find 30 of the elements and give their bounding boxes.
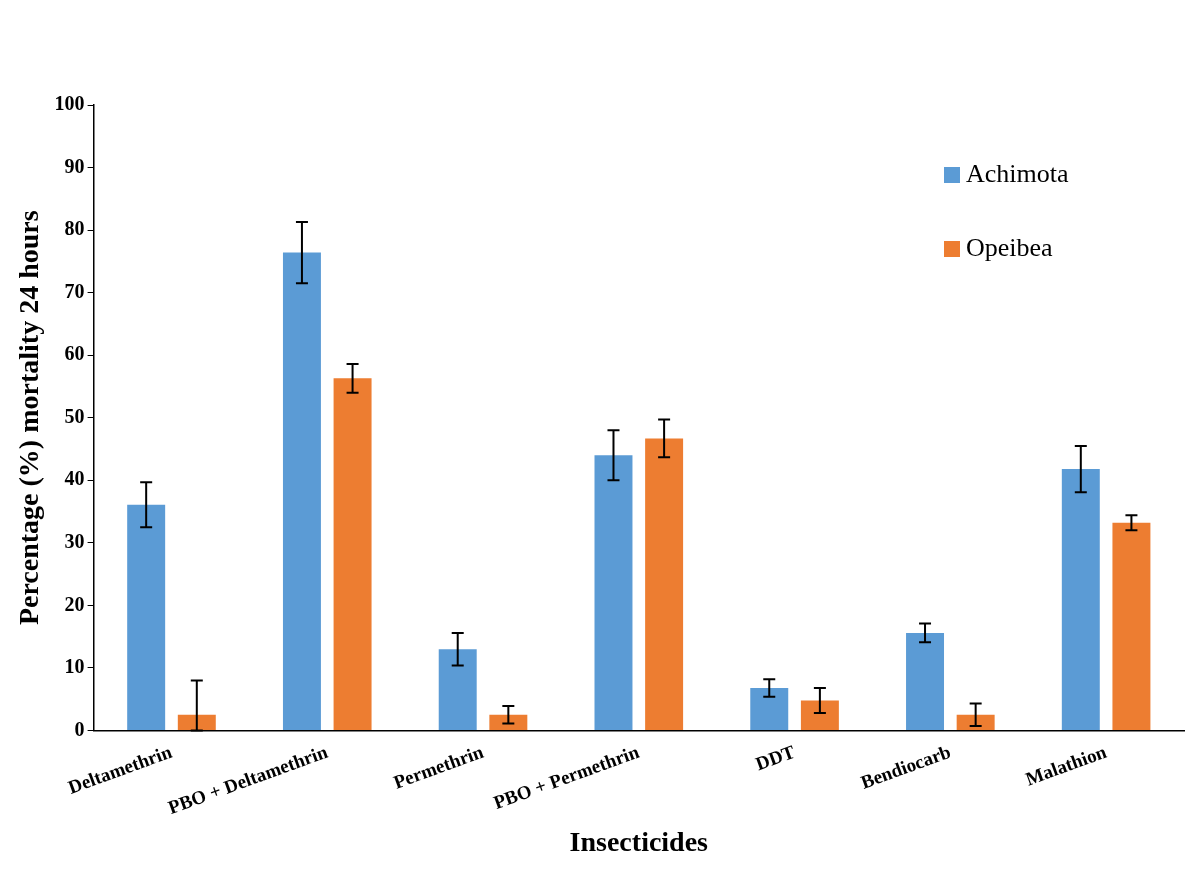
y-tick-label: 100 xyxy=(54,92,85,115)
y-tick-label: 0 xyxy=(74,717,85,740)
y-tick-label: 60 xyxy=(64,342,85,365)
bar xyxy=(594,455,633,730)
y-tick-label: 70 xyxy=(64,279,85,302)
y-tick-label: 20 xyxy=(64,592,85,615)
y-tick-label: 40 xyxy=(64,467,85,490)
y-axis-title: Percentage (%) mortality 24 hours xyxy=(13,210,45,626)
bar xyxy=(800,700,839,730)
x-axis-title: Insecticides xyxy=(569,826,709,858)
bar xyxy=(645,438,684,730)
bar xyxy=(956,714,995,730)
y-tick-label: 30 xyxy=(64,530,85,553)
legend-label: Achimota xyxy=(966,158,1069,188)
y-tick-label: 50 xyxy=(64,404,85,427)
bar xyxy=(489,714,528,730)
bar xyxy=(127,504,166,730)
y-tick-label: 10 xyxy=(64,655,85,678)
x-tick-label: DDT xyxy=(752,740,798,775)
y-tick-label: 80 xyxy=(64,217,85,240)
legend-label: Opeibea xyxy=(966,232,1054,262)
bar xyxy=(333,378,372,730)
bar xyxy=(282,252,321,730)
bar xyxy=(1112,522,1151,730)
bar xyxy=(750,687,789,730)
bar xyxy=(177,714,216,730)
bar xyxy=(906,632,945,730)
y-tick-label: 90 xyxy=(64,154,85,177)
bar xyxy=(1061,469,1100,730)
bar xyxy=(438,649,477,730)
